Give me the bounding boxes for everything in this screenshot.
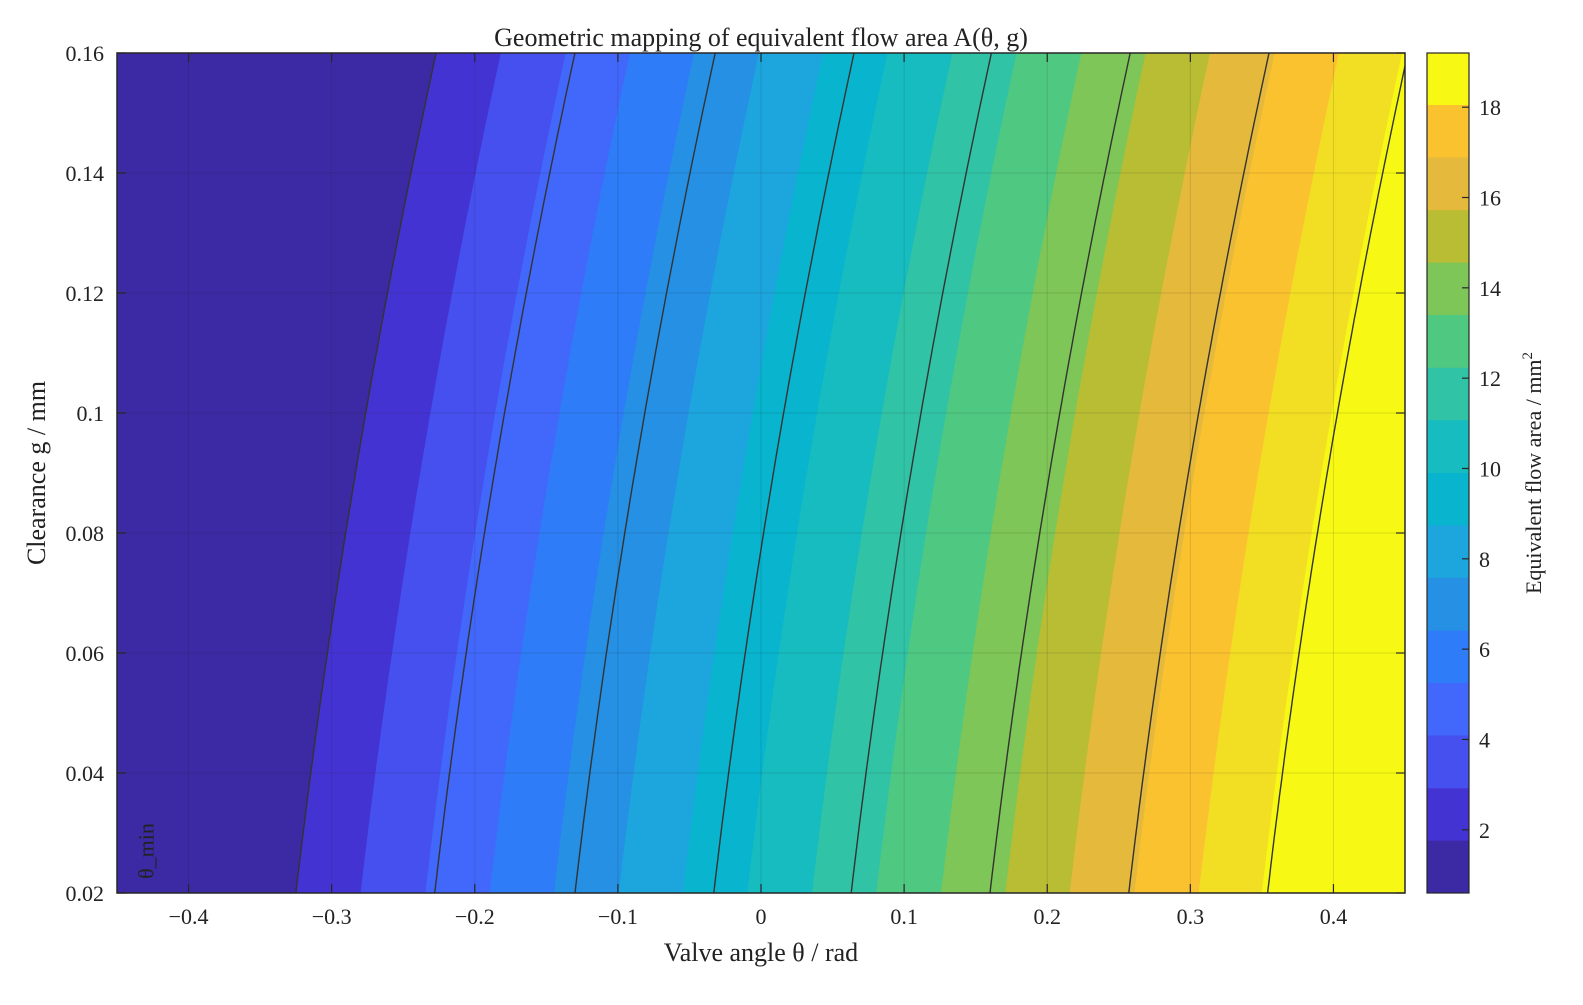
y-tick-label: 0.14 bbox=[66, 161, 105, 186]
colorbar-swatch bbox=[1427, 53, 1469, 105]
colorbar-swatch bbox=[1427, 840, 1469, 893]
colorbar-swatch bbox=[1427, 314, 1469, 367]
colorbar-swatch bbox=[1427, 735, 1469, 788]
colorbar: 2 4 6 8 10 12 14 16 18 bbox=[1427, 53, 1501, 894]
x-tick-label: 0.4 bbox=[1320, 904, 1348, 929]
x-tick-label: 0.1 bbox=[890, 904, 918, 929]
theta-min-annotation: θ_min bbox=[134, 823, 159, 879]
colorbar-swatch bbox=[1427, 157, 1469, 210]
colorbar-swatch bbox=[1427, 683, 1469, 736]
colorbar-label: Equivalent flow area / mm2 bbox=[1520, 352, 1546, 594]
colorbar-swatch bbox=[1427, 210, 1469, 263]
colorbar-tick-label: 18 bbox=[1479, 95, 1501, 120]
y-tick-label: 0.04 bbox=[66, 761, 105, 786]
colorbar-swatch bbox=[1427, 420, 1469, 473]
colorbar-tick-label: 12 bbox=[1479, 366, 1501, 391]
colorbar-tick-label: 2 bbox=[1479, 818, 1490, 843]
x-tick-label: −0.1 bbox=[598, 904, 638, 929]
x-axis-label: Valve angle θ / rad bbox=[664, 938, 858, 967]
colorbar-tick-label: 14 bbox=[1479, 276, 1501, 301]
colorbar-swatch bbox=[1427, 367, 1469, 420]
y-axis-label: Clearance g / mm bbox=[22, 381, 51, 565]
x-tick-label: −0.2 bbox=[455, 904, 495, 929]
y-tick-label: 0.12 bbox=[66, 281, 105, 306]
colorbar-swatch bbox=[1427, 788, 1469, 841]
colorbar-label-text: Equivalent flow area / mm bbox=[1521, 359, 1546, 594]
colorbar-tick-label: 6 bbox=[1479, 637, 1490, 662]
colorbar-swatch bbox=[1427, 473, 1469, 526]
x-tick-label: −0.3 bbox=[312, 904, 352, 929]
x-tick-label: 0.2 bbox=[1033, 904, 1061, 929]
y-tick-label: 0.06 bbox=[66, 641, 105, 666]
y-tick-label: 0.02 bbox=[66, 881, 105, 906]
colorbar-tick-label: 8 bbox=[1479, 547, 1490, 572]
colorbar-tick-label: 16 bbox=[1479, 186, 1501, 211]
colorbar-tick-label: 10 bbox=[1479, 456, 1501, 481]
y-tick-label: 0.1 bbox=[77, 401, 105, 426]
colorbar-swatch bbox=[1427, 104, 1469, 157]
x-tick-label: −0.4 bbox=[169, 904, 209, 929]
colorbar-swatch bbox=[1427, 630, 1469, 683]
colorbar-swatch bbox=[1427, 577, 1469, 630]
colorbar-tick-label: 4 bbox=[1479, 727, 1490, 752]
x-tick-label: 0 bbox=[756, 904, 767, 929]
x-tick-label: 0.3 bbox=[1177, 904, 1205, 929]
chart-title: Geometric mapping of equivalent flow are… bbox=[494, 23, 1028, 52]
y-tick-label: 0.16 bbox=[66, 41, 105, 66]
colorbar-swatch bbox=[1427, 525, 1469, 578]
colorbar-swatch bbox=[1427, 262, 1469, 315]
contour-fills bbox=[117, 53, 1583, 893]
colorbar-label-superscript: 2 bbox=[1520, 352, 1536, 360]
y-tick-label: 0.08 bbox=[66, 521, 105, 546]
